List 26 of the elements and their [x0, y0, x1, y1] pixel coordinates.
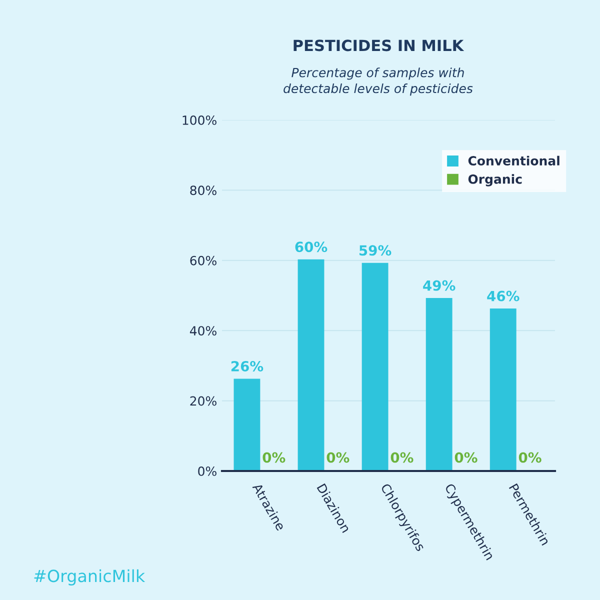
y-tick-label: 20% — [190, 396, 216, 406]
chart-subtitle: Percentage of samples with detectable levels of pesticides — [284, 68, 473, 96]
data-label: 60% — [295, 242, 328, 252]
bar — [298, 259, 324, 471]
data-label: 0% — [454, 452, 478, 463]
bar — [490, 308, 516, 471]
text: #OrganicMilk — [34, 569, 146, 586]
data-label: 0% — [390, 452, 414, 463]
bar — [234, 378, 260, 471]
bar — [362, 262, 388, 471]
y-tick-label: 80% — [190, 186, 216, 196]
y-tick-label: 60% — [190, 256, 216, 266]
data-label: 0% — [326, 452, 350, 463]
legend-label: Organic — [468, 174, 522, 186]
data-label: 0% — [518, 452, 542, 463]
data-label: 46% — [487, 290, 520, 302]
bar — [426, 298, 452, 471]
data-label: 0% — [262, 452, 286, 463]
y-tick-label: 40% — [190, 326, 216, 336]
data-label: 26% — [231, 360, 264, 372]
legend-label: Conventional — [468, 156, 560, 166]
chart-title: PESTICIDES IN MILK — [294, 40, 464, 52]
y-tick-label: 0% — [198, 466, 216, 476]
data-label: 49% — [423, 280, 456, 291]
data-label: 59% — [360, 245, 392, 256]
y-tick-label: 100% — [182, 115, 216, 125]
